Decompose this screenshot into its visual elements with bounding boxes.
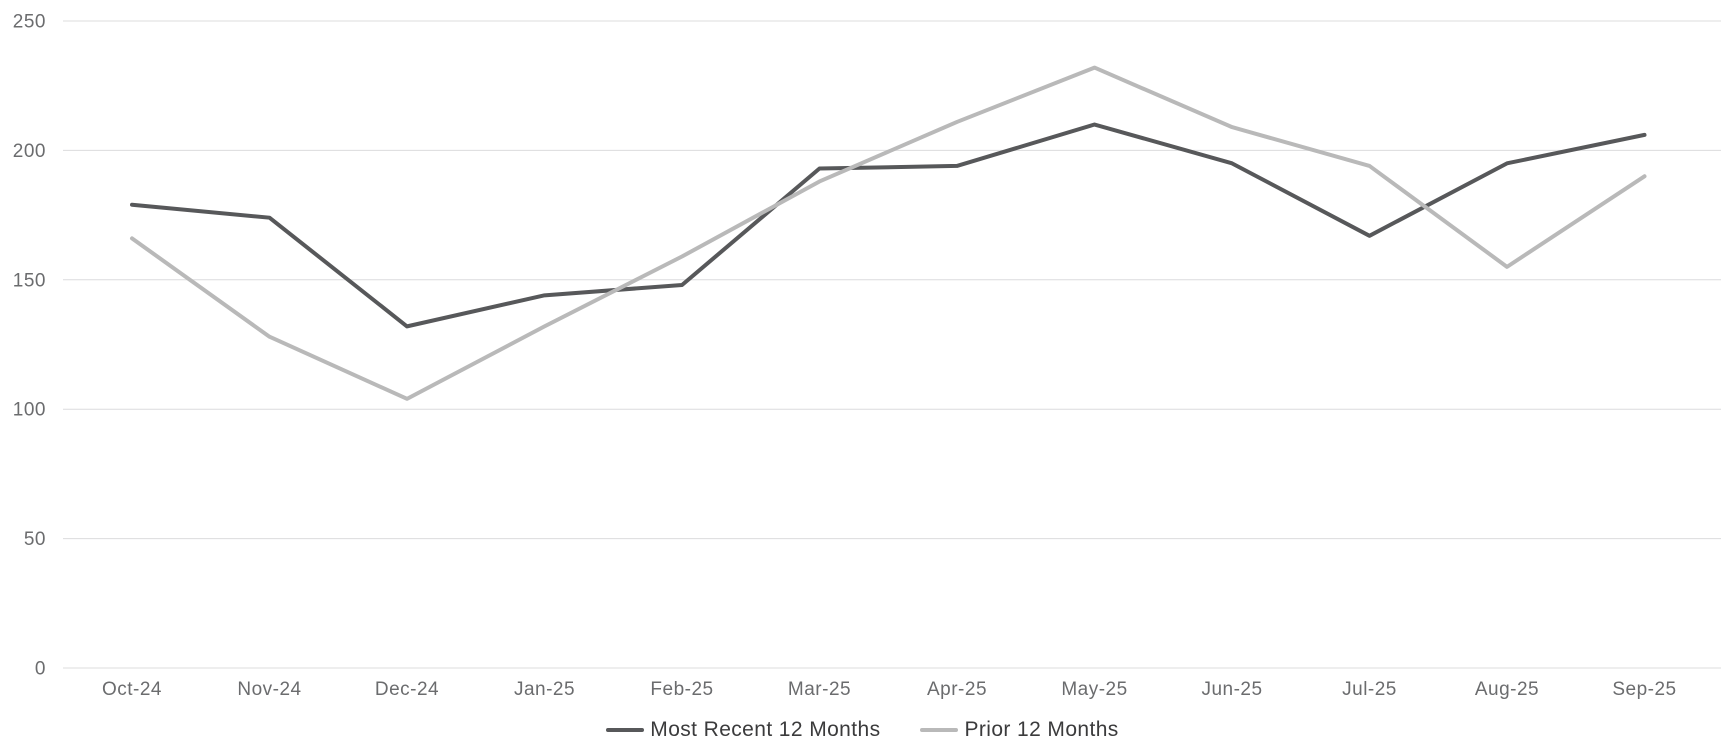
legend-item-prior-12-months[interactable]: Prior 12 Months [920, 718, 1118, 742]
x-tick-label-Feb-25: Feb-25 [650, 679, 713, 700]
y-tick-label-150: 150 [13, 270, 46, 291]
y-tick-label-0: 0 [35, 659, 46, 680]
x-tick-label-Jul-25: Jul-25 [1342, 679, 1397, 700]
x-tick-label-Apr-25: Apr-25 [927, 679, 987, 700]
legend-label-most-recent: Most Recent 12 Months [650, 718, 881, 741]
x-tick-label-Mar-25: Mar-25 [788, 679, 851, 700]
x-tick-label-Dec-24: Dec-24 [375, 679, 439, 700]
y-tick-label-100: 100 [13, 400, 46, 421]
x-tick-label-Sep-25: Sep-25 [1612, 679, 1676, 700]
y-tick-label-200: 200 [13, 141, 46, 162]
legend-line-swatch-most-recent-icon [606, 728, 645, 732]
x-axis-category-labels: Oct-24 Nov-24 Dec-24 Jan-25 Feb-25 Mar-25 Apr-… [102, 679, 1676, 700]
legend-label-prior: Prior 12 Months [964, 718, 1119, 741]
series-line-prior-12-months[interactable] [130, 65, 1647, 401]
x-tick-label-Nov-24: Nov-24 [237, 679, 301, 700]
series-line-most-recent-12-months[interactable] [130, 122, 1647, 329]
y-tick-label-250: 250 [13, 12, 46, 33]
y-axis-tick-labels: 0 50 100 150 200 250 [13, 12, 46, 680]
y-tick-label-50: 50 [24, 529, 46, 550]
x-tick-label-Aug-25: Aug-25 [1475, 679, 1539, 700]
legend-line-swatch-prior-icon [920, 728, 959, 732]
chart-legend: Most Recent 12 Months Prior 12 Months [0, 718, 1725, 742]
gridlines [63, 20, 1721, 669]
x-tick-label-Oct-24: Oct-24 [102, 679, 162, 700]
x-tick-label-Jun-25: Jun-25 [1201, 679, 1262, 700]
x-tick-label-May-25: May-25 [1061, 679, 1127, 700]
x-tick-label-Jan-25: Jan-25 [514, 679, 575, 700]
legend-item-most-recent-12-months[interactable]: Most Recent 12 Months [606, 718, 880, 742]
